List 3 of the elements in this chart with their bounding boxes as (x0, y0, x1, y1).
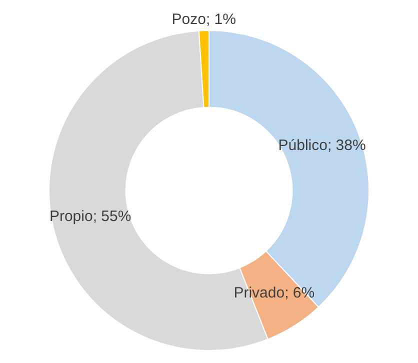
slice-label: Propio; 55% (49, 208, 132, 226)
slice-label: Público; 38% (278, 136, 366, 154)
slice-label: Pozo; 1% (172, 11, 236, 28)
